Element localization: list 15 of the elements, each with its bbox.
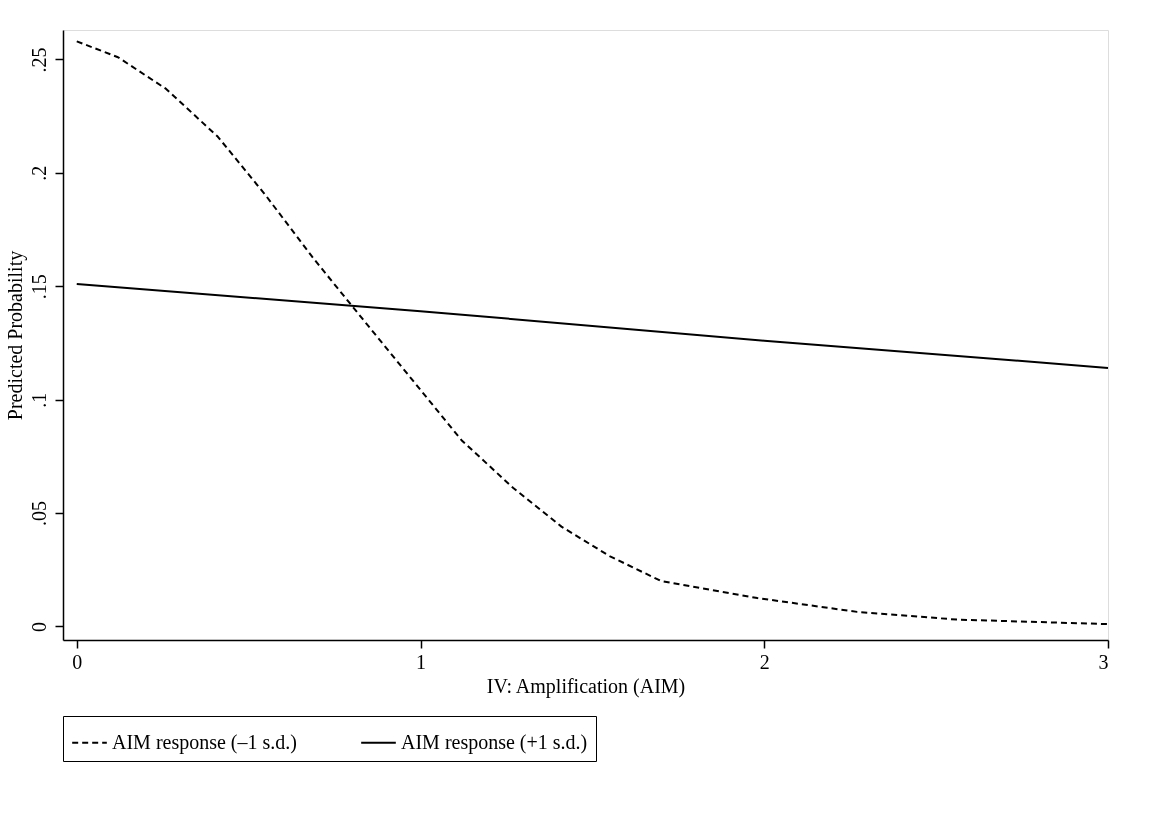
y-axis-title: Predicted Probability bbox=[3, 250, 27, 421]
y-tick-label: .2 bbox=[27, 165, 50, 181]
x-tick-label: 2 bbox=[759, 650, 770, 673]
legend-label: AIM response (+1 s.d.) bbox=[401, 730, 588, 754]
y-tick-label: .1 bbox=[27, 392, 50, 408]
legend-label: AIM response (–1 s.d.) bbox=[112, 730, 297, 754]
y-tick-label: 0 bbox=[27, 621, 50, 632]
x-axis-title: IV: Amplification (AIM) bbox=[486, 674, 686, 698]
line-series bbox=[75, 40, 1109, 626]
x-tick-label: 0 bbox=[72, 650, 83, 673]
x-tick-label: 1 bbox=[416, 650, 426, 673]
y-tick-label: .05 bbox=[27, 501, 50, 527]
y-tick-label: .15 bbox=[27, 274, 50, 300]
x-tick-label: 3 bbox=[1098, 650, 1109, 673]
y-tick-label: .25 bbox=[27, 47, 50, 73]
